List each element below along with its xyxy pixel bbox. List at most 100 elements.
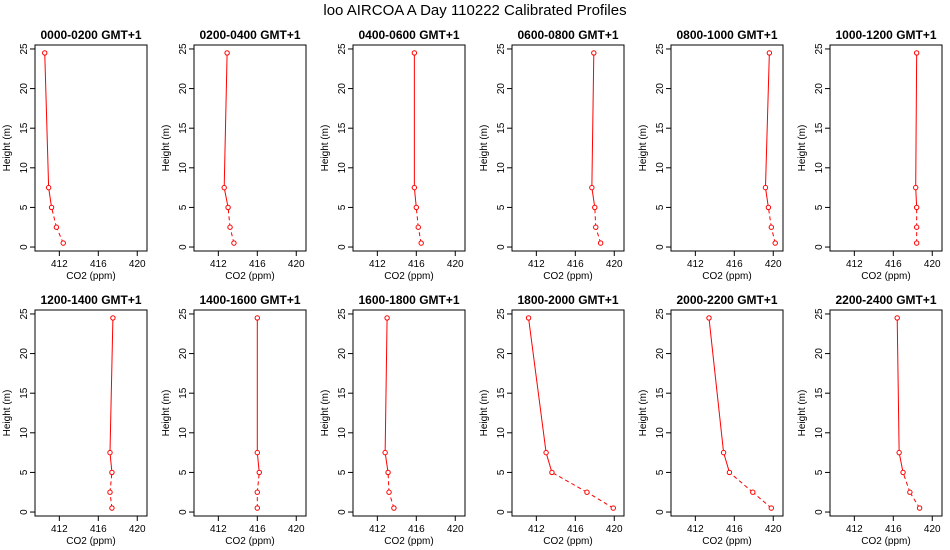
x-tick-label: 416 [90,259,107,270]
x-tick-label: 412 [846,524,863,535]
y-tick-label: 25 [337,43,348,55]
profile-segment [44,52,50,188]
x-tick-label: 420 [924,259,941,270]
y-tick-label: 20 [814,348,825,360]
y-tick-label: 5 [496,204,507,210]
data-point [225,204,231,211]
data-point [109,469,115,476]
panel-title: 2000-2200 GMT+1 [676,293,777,307]
y-tick-label: 15 [496,122,507,134]
data-point [597,240,604,246]
y-tick-label: 15 [655,122,666,134]
data-point [107,489,113,495]
y-tick-label: 25 [496,308,507,320]
y-tick-label: 25 [337,308,348,320]
profile-segment [388,492,395,509]
profile-segment [898,452,904,473]
profile-segment [729,472,754,493]
data-point [913,50,920,56]
profile-panel-6: 1000-1200 GMT+1 0 5 10 15 20 25 412 416 420 CO2 (p… [797,28,943,282]
profile-panel-10: 1800-2000 GMT+1 0 5 10 15 20 25 412 416 420 CO2 (p… [479,293,625,547]
x-axis-label: CO2 (ppm) [702,271,751,282]
data-point [227,224,233,230]
profile-segment [551,471,588,493]
profile-segment [227,207,231,228]
profile-segment [764,52,770,188]
y-tick-label: 5 [655,204,666,210]
y-tick-label: 5 [337,204,348,210]
data-point [549,469,555,476]
y-tick-label: 0 [814,244,825,250]
plot-frame [352,44,466,252]
x-tick-label: 420 [288,259,305,270]
y-tick-label: 15 [496,387,507,399]
x-tick-label: 416 [90,524,107,535]
data-point [384,315,390,321]
y-tick-label: 25 [178,43,189,55]
y-tick-label: 15 [814,387,825,399]
x-tick-label: 416 [567,524,584,535]
y-tick-label: 25 [814,43,825,55]
y-tick-label: 0 [19,509,30,515]
profile-segment [545,452,553,473]
x-tick-label: 412 [687,259,704,270]
x-axis-label: CO2 (ppm) [66,271,115,282]
data-point [418,240,424,246]
data-point [720,449,727,456]
x-axis-label: CO2 (ppm) [861,536,910,547]
y-tick-label: 25 [19,43,30,55]
data-point [768,224,775,230]
data-point [589,184,595,191]
y-tick-label: 20 [655,83,666,95]
y-tick-label: 20 [496,348,507,360]
data-point [913,184,919,191]
panel-title: 1600-1800 GMT+1 [358,293,459,307]
profile-segment [387,472,390,493]
y-tick-label: 15 [19,122,30,134]
x-tick-label: 412 [51,524,68,535]
y-tick-label: 20 [655,348,666,360]
profile-segment [595,227,602,244]
y-axis-label: Height (m) [479,125,490,172]
profile-segment [752,491,772,509]
profile-panel-1: 0000-0200 GMT+1 0 5 10 15 20 25 412 416 420 CO2 (p… [2,28,148,282]
y-tick-label: 20 [178,348,189,360]
data-point [610,505,616,511]
x-axis-label: CO2 (ppm) [543,271,592,282]
y-tick-label: 10 [337,162,348,174]
x-axis-label: CO2 (ppm) [861,271,910,282]
y-tick-label: 10 [496,162,507,174]
x-tick-label: 416 [249,259,266,270]
x-tick-label: 412 [210,524,227,535]
profile-segment [915,187,918,208]
y-tick-label: 20 [496,83,507,95]
data-point [591,50,597,56]
data-point [60,240,66,246]
y-axis-label: Height (m) [2,125,13,172]
data-point [231,240,237,246]
data-point [391,505,397,511]
figure-title: loo AIRCOA A Day 110222 Calibrated Profi… [323,2,627,19]
profile-segment [229,227,235,244]
data-point [254,315,261,321]
y-tick-label: 25 [814,308,825,320]
x-tick-label: 412 [687,524,704,535]
y-tick-label: 15 [655,387,666,399]
panel-title: 2200-2400 GMT+1 [835,293,936,307]
y-tick-label: 10 [178,162,189,174]
y-tick-label: 5 [337,469,348,475]
x-tick-label: 420 [606,524,623,535]
y-tick-label: 5 [496,469,507,475]
y-tick-label: 15 [178,122,189,134]
data-point [913,204,920,211]
y-tick-label: 10 [655,162,666,174]
profile-segment [708,317,725,453]
data-point [411,50,418,56]
x-axis-label: CO2 (ppm) [702,536,751,547]
y-tick-label: 20 [19,348,30,360]
panel-title: 0200-0400 GMT+1 [199,28,300,42]
profile-segment [223,187,229,208]
y-tick-label: 20 [337,83,348,95]
data-point [382,449,388,456]
